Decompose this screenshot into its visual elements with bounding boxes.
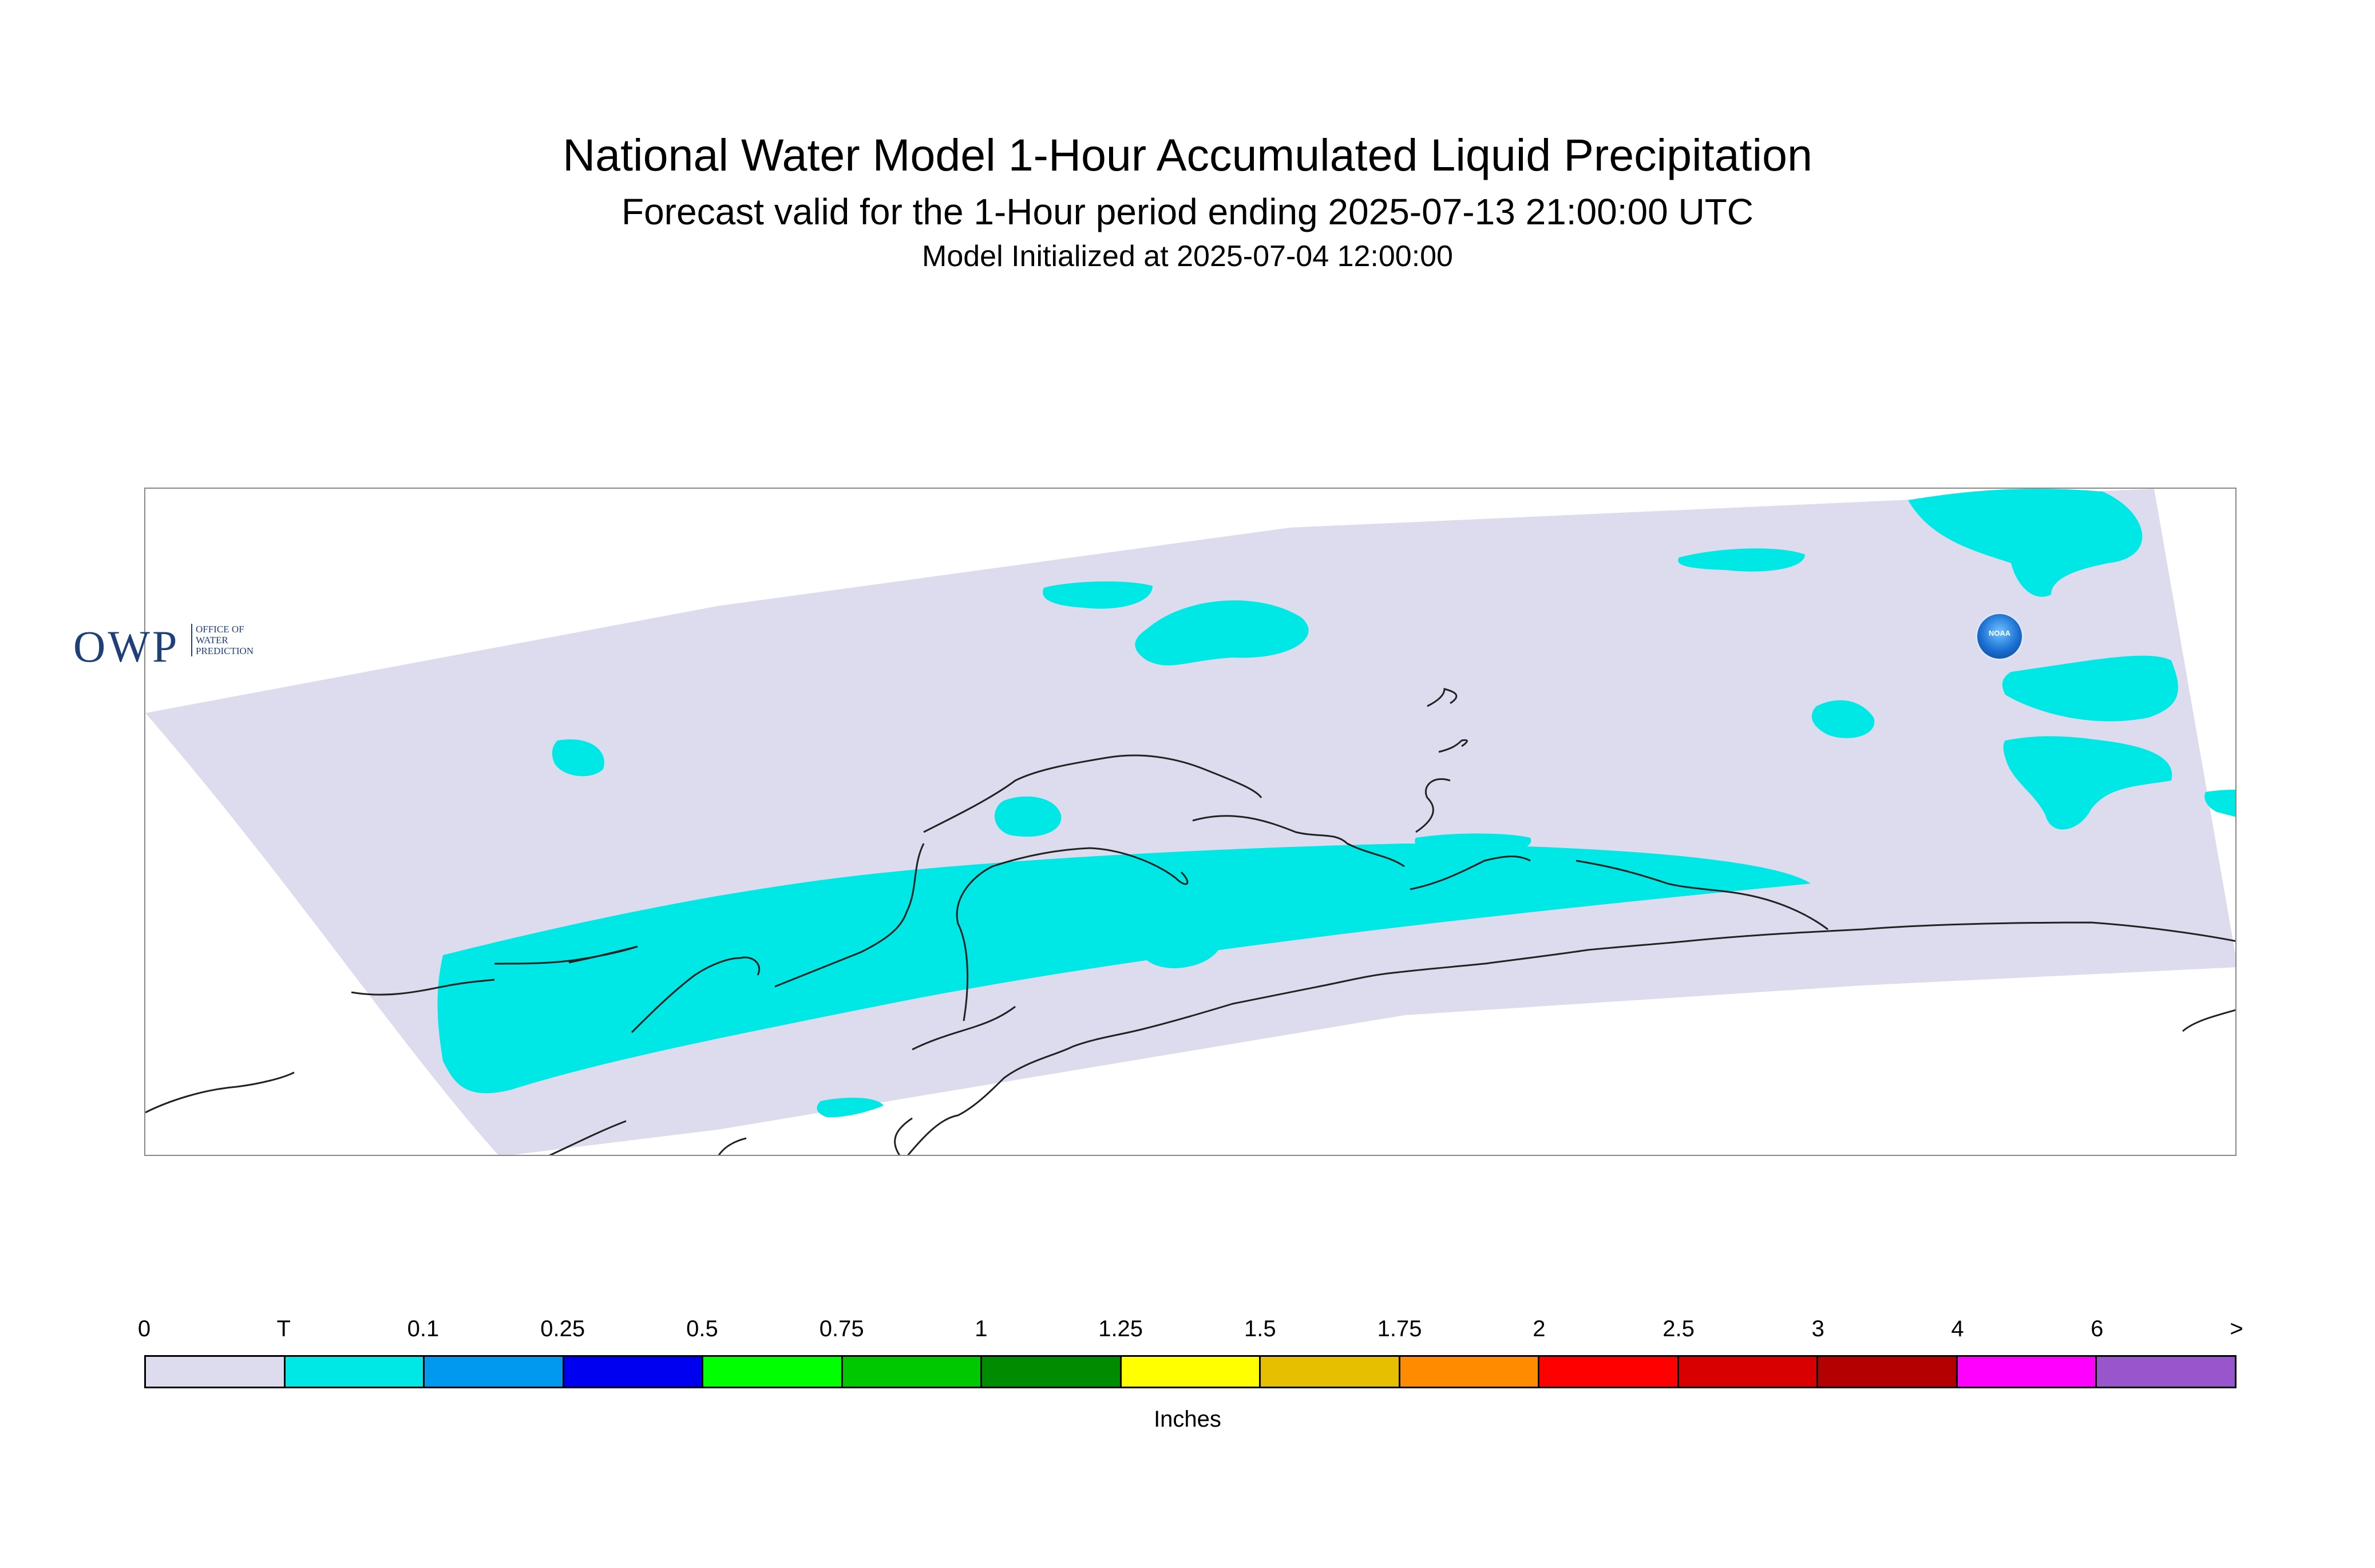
legend-colorbar: [144, 1355, 2237, 1388]
legend-swatch: [1121, 1357, 1261, 1387]
legend-swatch: [564, 1357, 704, 1387]
legend-tick-label: 6: [2091, 1316, 2104, 1341]
precip-area: [2204, 789, 2235, 817]
precip-area: [1908, 489, 2143, 597]
coastline: [549, 1120, 627, 1155]
coastline: [494, 945, 638, 965]
legend-tick-label: 3: [1811, 1316, 1824, 1341]
coastline: [1415, 778, 1451, 833]
owp-sub-line: PREDICTION: [196, 646, 254, 656]
coastlines: [145, 688, 2235, 1155]
map-canvas: [145, 489, 2235, 1155]
precip-area: [1135, 600, 1309, 666]
noaa-logo-text: NOAA: [1988, 629, 2011, 638]
coastline: [2182, 1009, 2235, 1032]
coastline: [1438, 739, 1468, 753]
coastline: [912, 1005, 1016, 1051]
legend-swatch: [982, 1357, 1122, 1387]
legend-tick-label: 1.75: [1377, 1316, 1422, 1341]
precip-area: [552, 739, 604, 777]
coastline: [956, 847, 1189, 1021]
legend-swatch: [425, 1357, 564, 1387]
coastline: [1427, 688, 1458, 707]
legend-swatch: [842, 1357, 983, 1387]
coastline: [1410, 856, 1531, 890]
legend-swatch: [703, 1357, 843, 1387]
coastline: [1576, 860, 1828, 930]
legend-tick-label: 0.25: [540, 1316, 585, 1341]
owp-sub-line: WATER: [196, 635, 228, 646]
precipitation-map: [144, 488, 2237, 1156]
precip-area: [2003, 736, 2172, 830]
legend-swatch: [1818, 1357, 1958, 1387]
precip-area: [994, 796, 1062, 837]
noaa-logo: NOAA: [1976, 612, 2024, 660]
legend-units: Inches: [1154, 1407, 1221, 1432]
precip-area: [1678, 548, 1805, 572]
legend-tick-label: 4: [1951, 1316, 1964, 1341]
owp-sub-line: OFFICE OF: [196, 624, 244, 635]
legend-tick-label: 0.75: [819, 1316, 864, 1341]
legend-swatch: [1679, 1357, 1819, 1387]
map-subtitle: Forecast valid for the 1-Hour period end…: [621, 191, 1754, 232]
coastline: [351, 979, 495, 996]
legend-swatch: [1261, 1357, 1400, 1387]
legend-tick-label: >: [2230, 1316, 2243, 1341]
legend-tick-label: 0.1: [407, 1316, 440, 1341]
legend-swatch: [2097, 1357, 2235, 1387]
legend-swatch: [1400, 1357, 1540, 1387]
precip-area: [2002, 655, 2178, 722]
owp-logo: OWP: [73, 621, 180, 671]
precip-area: [1811, 700, 1875, 738]
coastline: [145, 1071, 295, 1114]
coastline: [923, 754, 1262, 833]
coastline: [907, 921, 2235, 1155]
legend-swatch: [1539, 1357, 1679, 1387]
map-title: National Water Model 1-Hour Accumulated …: [563, 129, 1812, 180]
coastline: [718, 1137, 747, 1155]
legend-swatch: [1957, 1357, 2097, 1387]
owp-logo-subtext: OFFICE OF WATER PREDICTION: [191, 624, 254, 656]
legend-tick-labels: 0 T 0.1 0.25 0.5 0.75 1 1.25 1.5 1.75 2 2.5 3 4 6 >: [138, 1316, 2243, 1345]
legend-tick-label: 2.5: [1662, 1316, 1695, 1341]
legend-tick-label: 1.25: [1098, 1316, 1143, 1341]
precip-area: [817, 1098, 884, 1118]
legend-tick-label: 0: [137, 1316, 151, 1341]
legend-tick-label: 0.5: [686, 1316, 718, 1341]
coastline: [631, 956, 761, 1034]
legend-tick-label: 1.5: [1244, 1316, 1276, 1341]
coastline: [1192, 815, 1405, 868]
legend-swatch: [146, 1357, 286, 1387]
precip-area: [1043, 581, 1153, 609]
coastline: [894, 1117, 913, 1155]
coastline: [774, 843, 925, 988]
model-init-time: Model Initialized at 2025-07-04 12:00:00: [922, 240, 1453, 273]
legend-tick-label: 1: [975, 1316, 988, 1341]
legend-swatch: [285, 1357, 425, 1387]
precip-area: [1137, 906, 1225, 968]
legend-tick-label: 2: [1533, 1316, 1546, 1341]
legend-tick-label: T: [276, 1316, 291, 1341]
precip-area: [1415, 833, 1531, 855]
precip-areas: [437, 489, 2235, 1118]
precip-area: [437, 844, 1811, 1094]
